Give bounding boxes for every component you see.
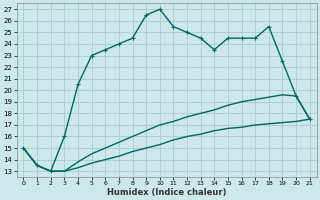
X-axis label: Humidex (Indice chaleur): Humidex (Indice chaleur) <box>107 188 226 197</box>
